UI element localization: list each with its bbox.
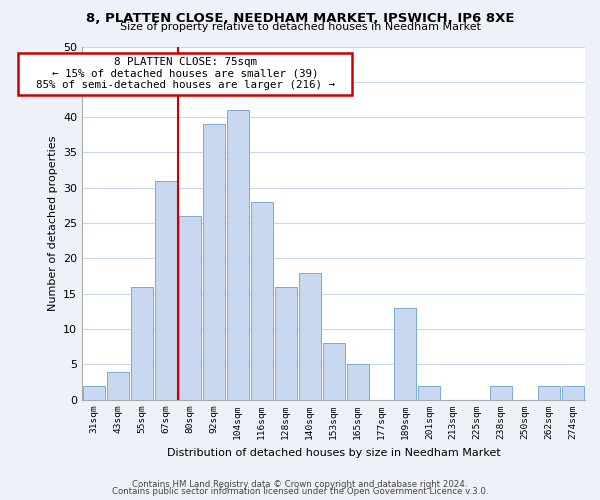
Bar	[394, 308, 416, 400]
Text: Size of property relative to detached houses in Needham Market: Size of property relative to detached ho…	[119, 22, 481, 32]
Bar	[203, 124, 225, 400]
Bar	[227, 110, 249, 400]
Bar	[490, 386, 512, 400]
Bar	[155, 181, 177, 400]
Text: Contains public sector information licensed under the Open Government Licence v.: Contains public sector information licen…	[112, 487, 488, 496]
Bar	[418, 386, 440, 400]
Bar	[251, 202, 273, 400]
Bar	[323, 344, 344, 400]
X-axis label: Distribution of detached houses by size in Needham Market: Distribution of detached houses by size …	[167, 448, 500, 458]
Bar	[107, 372, 129, 400]
Text: 8, PLATTEN CLOSE, NEEDHAM MARKET, IPSWICH, IP6 8XE: 8, PLATTEN CLOSE, NEEDHAM MARKET, IPSWIC…	[86, 12, 514, 24]
Bar	[562, 386, 584, 400]
Text: Contains HM Land Registry data © Crown copyright and database right 2024.: Contains HM Land Registry data © Crown c…	[132, 480, 468, 489]
Bar	[131, 286, 153, 400]
Bar	[275, 286, 297, 400]
Bar	[83, 386, 105, 400]
Y-axis label: Number of detached properties: Number of detached properties	[47, 136, 58, 311]
Bar	[179, 216, 201, 400]
Bar	[538, 386, 560, 400]
Text: 8 PLATTEN CLOSE: 75sqm  
  ← 15% of detached houses are smaller (39)  
  85% of : 8 PLATTEN CLOSE: 75sqm ← 15% of detached…	[23, 57, 348, 90]
Bar	[299, 272, 320, 400]
Bar	[347, 364, 368, 400]
